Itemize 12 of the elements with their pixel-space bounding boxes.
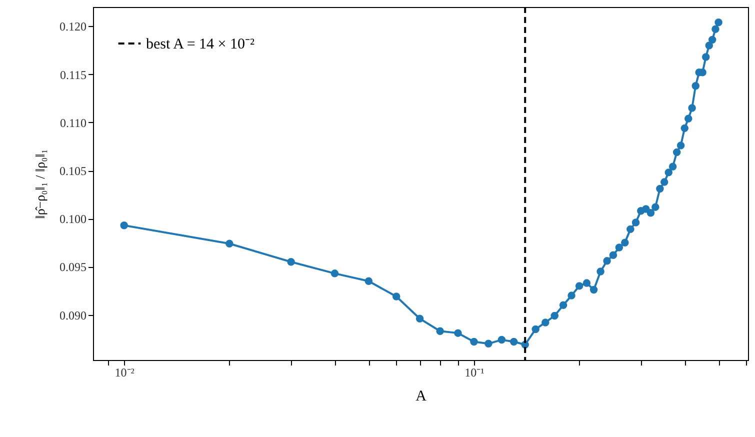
x-axis-title: A xyxy=(416,388,427,404)
x-tick-label: 10⁻² xyxy=(114,366,135,380)
ref-line-label: best A = 14 × 10⁻² xyxy=(146,36,256,52)
y-tick-label: 0.120 xyxy=(60,20,86,34)
y-tick-label: 0.090 xyxy=(60,308,86,322)
y-tick-label: 0.100 xyxy=(60,212,86,226)
y-tick-label: 0.105 xyxy=(60,164,86,178)
x-tick-label: 10⁻¹ xyxy=(464,366,485,380)
y-tick-label: 0.115 xyxy=(60,68,86,82)
y-tick-label: 0.095 xyxy=(60,260,86,274)
y-tick-label: 0.110 xyxy=(60,116,86,130)
y-axis-title: ‖ρ̂−ρ₀‖₁ / ‖ρ₀‖₁ xyxy=(32,149,48,219)
